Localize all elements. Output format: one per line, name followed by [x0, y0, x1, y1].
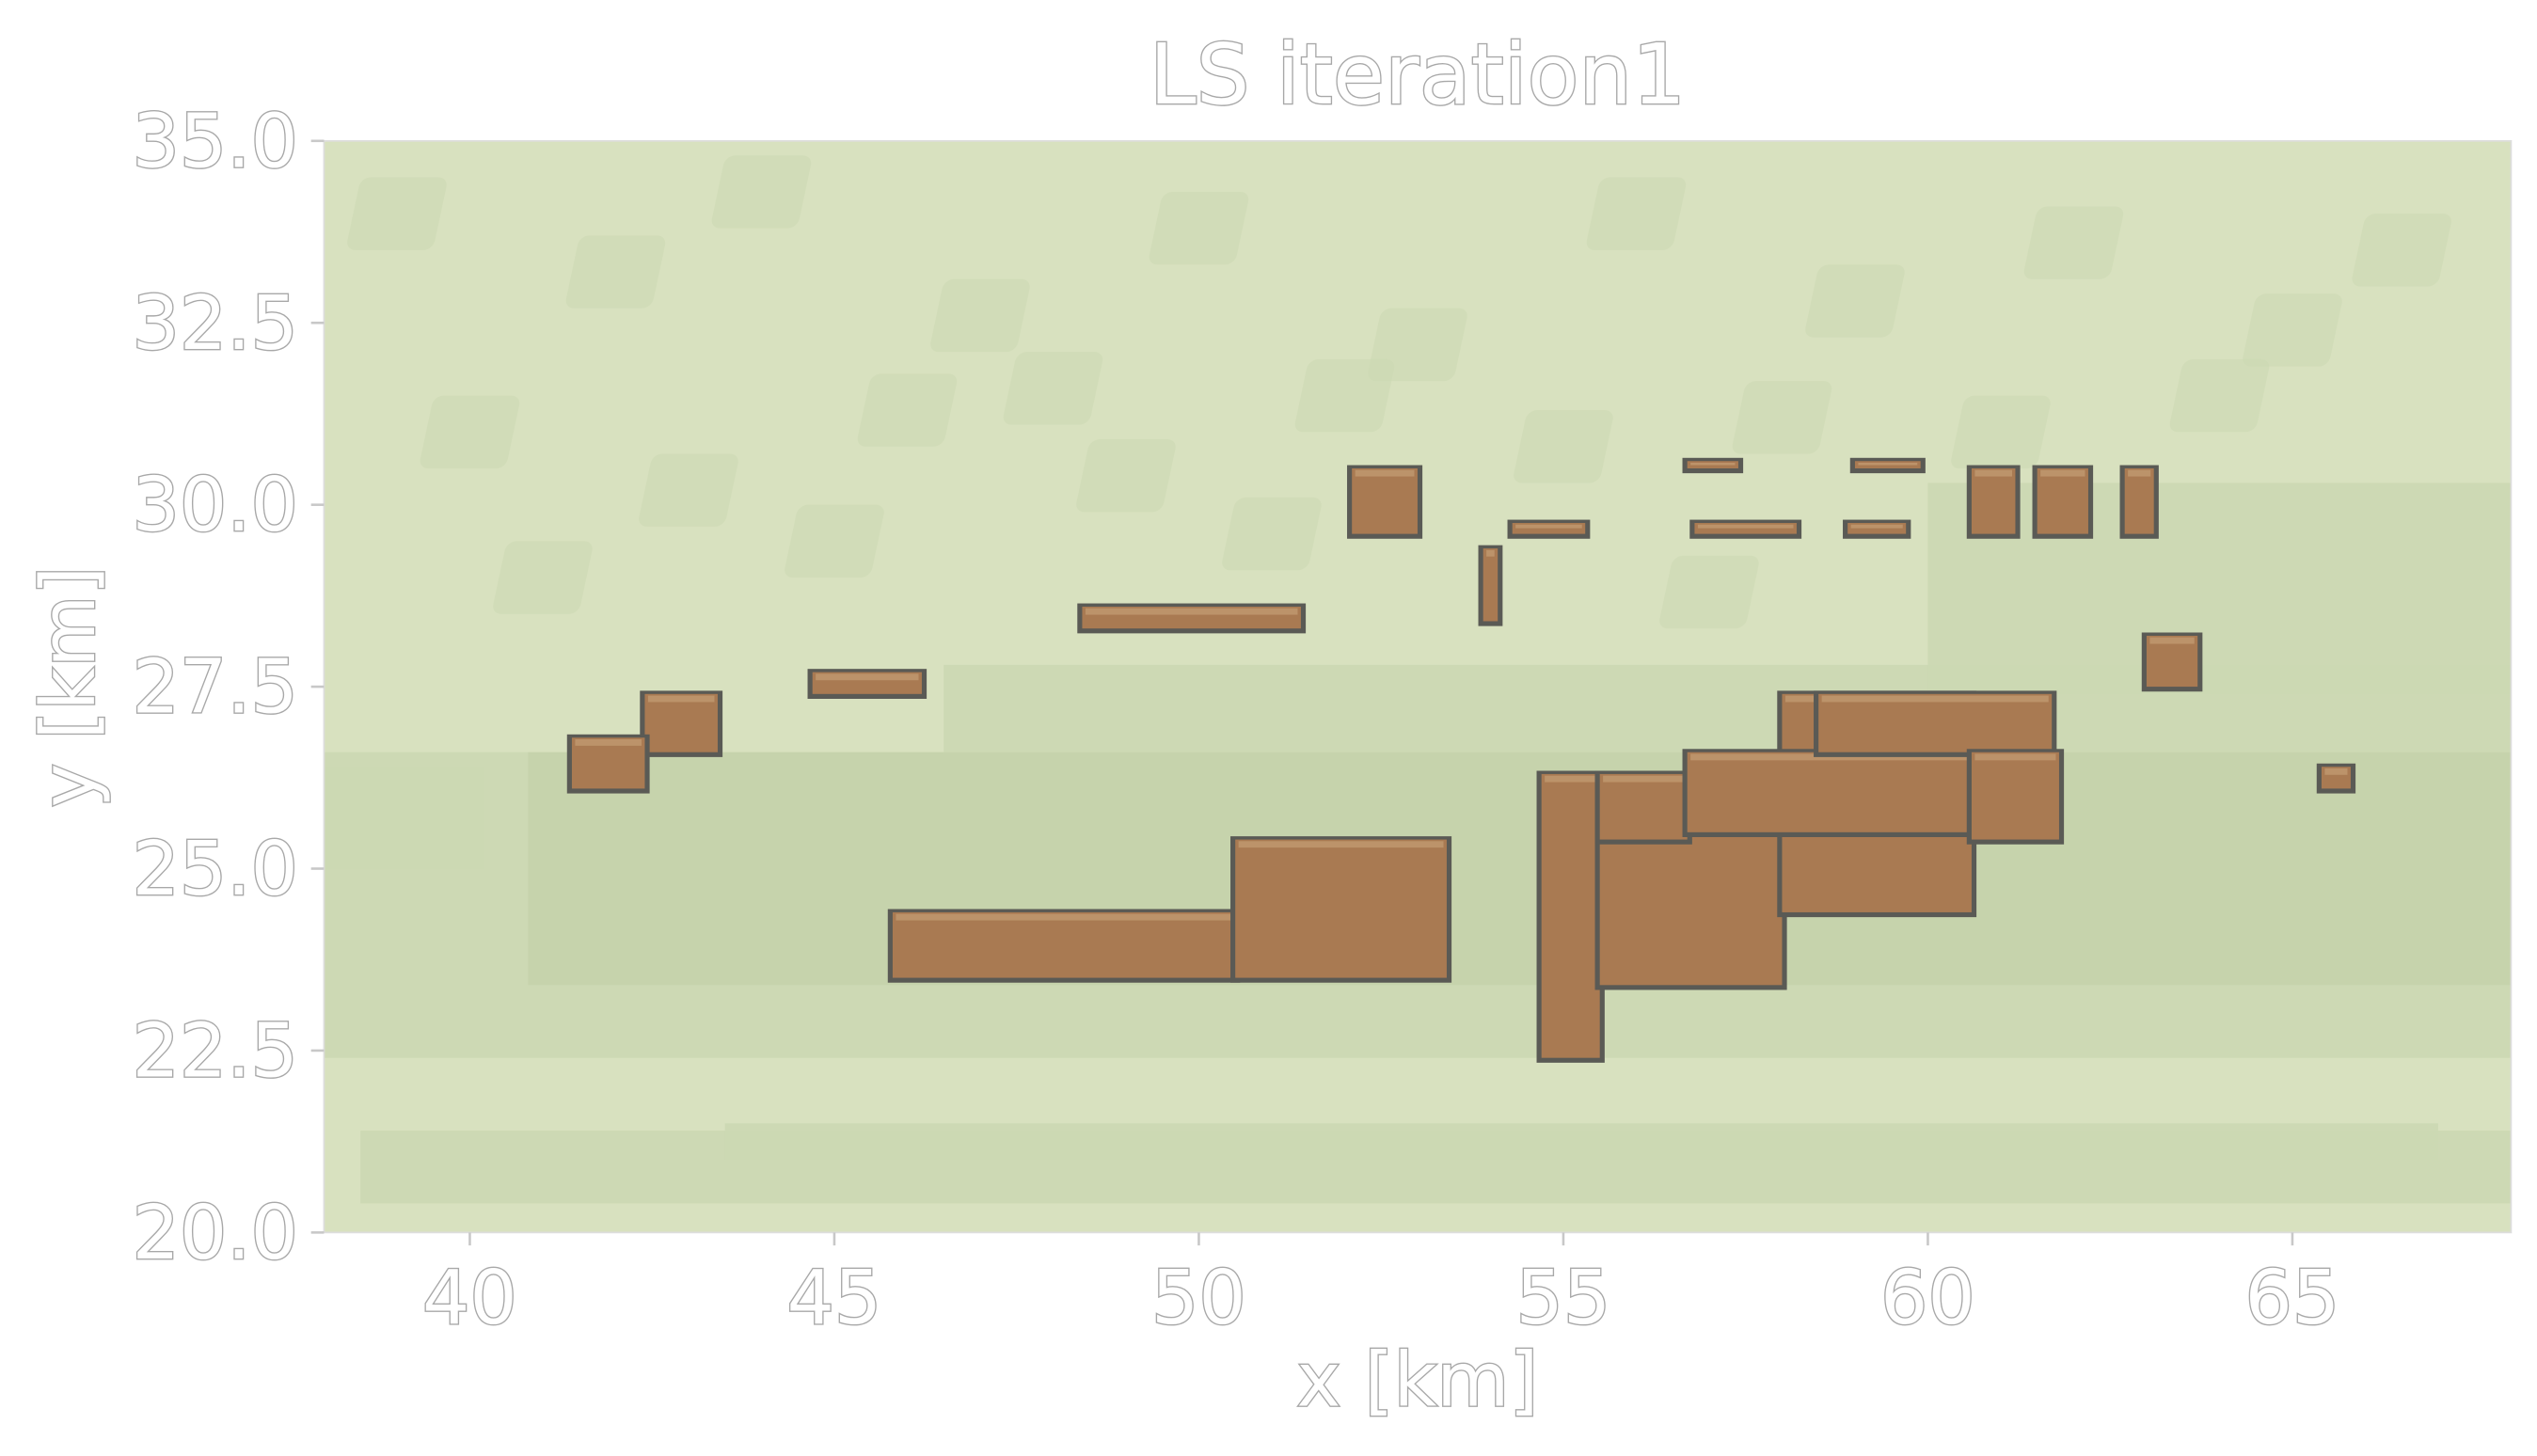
anomaly-body [1599, 773, 1688, 840]
anomaly-body-highlight [1238, 841, 1444, 848]
plot-frame [323, 139, 2513, 1234]
anomaly-body-highlight [816, 673, 919, 681]
background-patch [493, 541, 593, 614]
anomaly-body-highlight [1858, 462, 1918, 466]
anomaly-body [1971, 467, 2016, 534]
x-tick-label: 45 [787, 1254, 882, 1341]
anomaly-body-highlight [1974, 469, 2012, 477]
background-patch [1951, 395, 2051, 468]
anomaly-body-highlight [1355, 469, 1415, 477]
background-band [324, 767, 484, 869]
background-patch [930, 278, 1030, 353]
background-patch [565, 235, 666, 309]
anomaly-body [1694, 523, 1797, 534]
anomaly-body-highlight [1690, 462, 1736, 466]
background-patch [1076, 439, 1176, 513]
background-patch [2352, 214, 2451, 287]
anomaly-body [571, 737, 645, 789]
background-patch [347, 177, 447, 250]
anomaly-body [1483, 548, 1498, 622]
y-tick-label: 20.0 [133, 1189, 298, 1276]
anomaly-body-highlight [2149, 637, 2195, 644]
anomaly-body [644, 693, 718, 752]
y-tick-label: 22.5 [133, 1007, 298, 1095]
background-patch [1732, 381, 1832, 454]
y-axis-ticks: 20.0 22.5 25.0 27.5 30.0 32.5 35.0 [131, 96, 325, 1277]
anomaly-body [2124, 467, 2154, 534]
anomaly-body-highlight [1486, 549, 1495, 557]
x-axis-label: x [km] [1296, 1337, 1538, 1424]
anomaly-body-highlight [2128, 469, 2151, 477]
x-tick-label: 65 [2245, 1254, 2340, 1341]
anomaly-body [2037, 467, 2088, 534]
anomaly-body-highlight [1515, 524, 1582, 529]
background-patch [1149, 191, 1249, 265]
y-tick-label: 27.5 [133, 643, 298, 731]
background-band [724, 1123, 2438, 1161]
x-tick-label: 40 [422, 1254, 517, 1341]
background-patch [1294, 358, 1395, 433]
background-patch [2023, 206, 2124, 279]
anomaly-body-highlight [575, 738, 642, 746]
background-band [1927, 483, 2512, 694]
background-patch [420, 395, 520, 468]
background-patch [1222, 497, 1322, 571]
anomaly-body-highlight [2324, 768, 2348, 775]
anomaly-body-highlight [1697, 524, 1794, 529]
background-patch [1003, 352, 1103, 425]
chart-title: LS iteration1 [1150, 26, 1686, 124]
anomaly-body-highlight [2040, 469, 2085, 477]
anomaly-body [1818, 693, 2053, 752]
anomaly-body-highlight [1821, 695, 2049, 703]
background-patch [711, 155, 812, 229]
anomaly-body [1541, 773, 1600, 1058]
anomaly-body-highlight [647, 695, 715, 703]
background-patch [639, 453, 738, 527]
anomaly-body [1971, 752, 2059, 840]
anomaly-body-highlight [896, 913, 1232, 921]
anomaly-body-highlight [1085, 608, 1298, 615]
anomaly-body [892, 911, 1236, 978]
anomaly-body [1512, 523, 1586, 534]
y-tick-label: 35.0 [133, 97, 298, 184]
anomaly-body [1352, 467, 1418, 534]
x-tick-label: 50 [1151, 1254, 1246, 1341]
anomaly-body-highlight [1603, 775, 1685, 783]
y-tick-label: 25.0 [133, 825, 298, 912]
anomaly-body-highlight [1850, 524, 1903, 529]
background-patch [1586, 177, 1687, 250]
background-patch [2243, 293, 2342, 367]
background-band [528, 752, 2512, 986]
x-tick-label: 60 [1880, 1254, 1975, 1341]
background-patch [857, 373, 958, 447]
y-axis-label: y [km] [24, 566, 112, 808]
anomaly-body [2146, 635, 2198, 688]
background-patch [2169, 358, 2270, 433]
anomaly-body [1235, 839, 1447, 978]
plot-area [323, 139, 2513, 1234]
anomaly-body [1847, 523, 1907, 534]
x-axis-ticks: 40 45 50 55 60 65 [421, 1232, 2341, 1342]
anomaly-body-highlight [1545, 775, 1597, 783]
background-patch [1659, 555, 1759, 629]
background-patch [785, 504, 884, 578]
y-tick-label: 30.0 [133, 461, 298, 548]
anomaly-bodies [566, 457, 2356, 1063]
background-patch [1514, 410, 1613, 483]
x-tick-label: 55 [1516, 1254, 1611, 1341]
anomaly-body-highlight [1974, 753, 2056, 761]
background-patch [1805, 264, 1905, 338]
y-tick-label: 32.5 [133, 279, 298, 367]
